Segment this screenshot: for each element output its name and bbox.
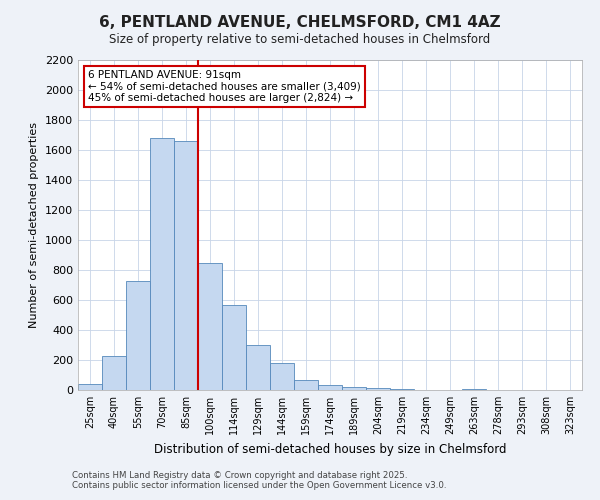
Bar: [126, 281, 150, 390]
Bar: [270, 363, 294, 390]
Bar: [102, 356, 126, 390]
Bar: [366, 388, 390, 390]
Bar: [198, 262, 222, 390]
Bar: [390, 389, 414, 390]
Bar: [246, 345, 270, 390]
Text: Size of property relative to semi-detached houses in Chelmsford: Size of property relative to semi-detach…: [109, 32, 491, 46]
Bar: [294, 380, 318, 390]
Bar: [174, 141, 198, 390]
Bar: [318, 385, 342, 390]
Text: Contains HM Land Registry data © Crown copyright and database right 2025.
Contai: Contains HM Land Registry data © Crown c…: [72, 470, 446, 490]
Bar: [342, 386, 366, 390]
Bar: [222, 305, 246, 390]
Bar: [462, 389, 486, 390]
X-axis label: Distribution of semi-detached houses by size in Chelmsford: Distribution of semi-detached houses by …: [154, 442, 506, 456]
Text: 6 PENTLAND AVENUE: 91sqm
← 54% of semi-detached houses are smaller (3,409)
45% o: 6 PENTLAND AVENUE: 91sqm ← 54% of semi-d…: [88, 70, 361, 103]
Text: 6, PENTLAND AVENUE, CHELMSFORD, CM1 4AZ: 6, PENTLAND AVENUE, CHELMSFORD, CM1 4AZ: [99, 15, 501, 30]
Y-axis label: Number of semi-detached properties: Number of semi-detached properties: [29, 122, 40, 328]
Bar: [150, 138, 174, 390]
Bar: [78, 384, 102, 390]
